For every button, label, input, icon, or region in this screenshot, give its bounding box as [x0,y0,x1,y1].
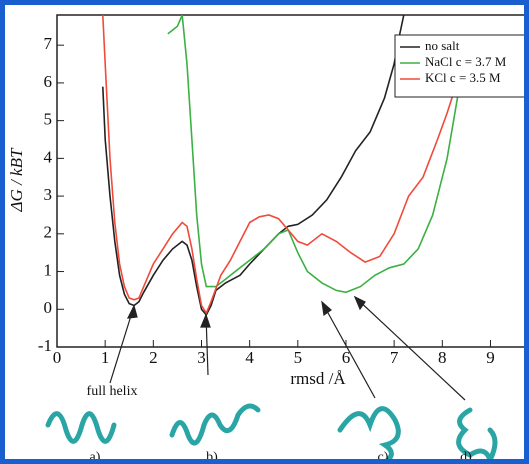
x-tick-label: 3 [197,348,206,367]
annotation-arrows [109,295,466,401]
y-tick-label: -1 [38,336,52,355]
legend-label: KCl c = 3.5 M [425,70,501,85]
x-tick-label: 0 [53,348,62,367]
y-tick-label: 7 [44,34,53,53]
helix-a [45,411,117,444]
y-tick-label: 4 [44,147,53,166]
helix-c [337,406,401,464]
legend-box [394,34,529,98]
x-tick-label: 8 [438,348,447,367]
x-tick-label: 1 [101,348,110,367]
x-tick-label: 9 [486,348,495,367]
y-tick-label: 2 [44,223,53,242]
series-line [102,15,458,315]
arrow-head [353,295,366,311]
x-tick-label: 5 [294,348,303,367]
helix-images [45,403,498,464]
annotation: c) [378,450,389,464]
arrow-head [321,300,332,317]
arrow [354,296,466,401]
x-tick-label: 2 [149,348,158,367]
x-axis-label: rmsd /Å [290,369,346,388]
arrow-head [200,313,211,328]
legend-label: no salt [425,38,460,53]
y-tick-label: 1 [44,260,53,279]
annotation: full helix [87,384,138,399]
y-tick-label: 3 [44,185,53,204]
arrow [109,305,135,384]
y-axis-label: ΔG / kBT [7,147,26,212]
arrow-head [126,304,138,319]
y-tick-label: 6 [44,72,53,91]
x-tick-label: 4 [245,348,254,367]
y-tick-label: 5 [44,110,53,129]
arrow [321,301,376,399]
annotation: a) [90,450,101,464]
legend-label: NaCl c = 3.7 M [425,54,507,69]
y-tick-label: 0 [44,298,53,317]
helix-b [169,403,261,446]
helix-d [456,407,498,464]
x-tick-label: 6 [342,348,351,367]
x-tick-label: 7 [390,348,399,367]
